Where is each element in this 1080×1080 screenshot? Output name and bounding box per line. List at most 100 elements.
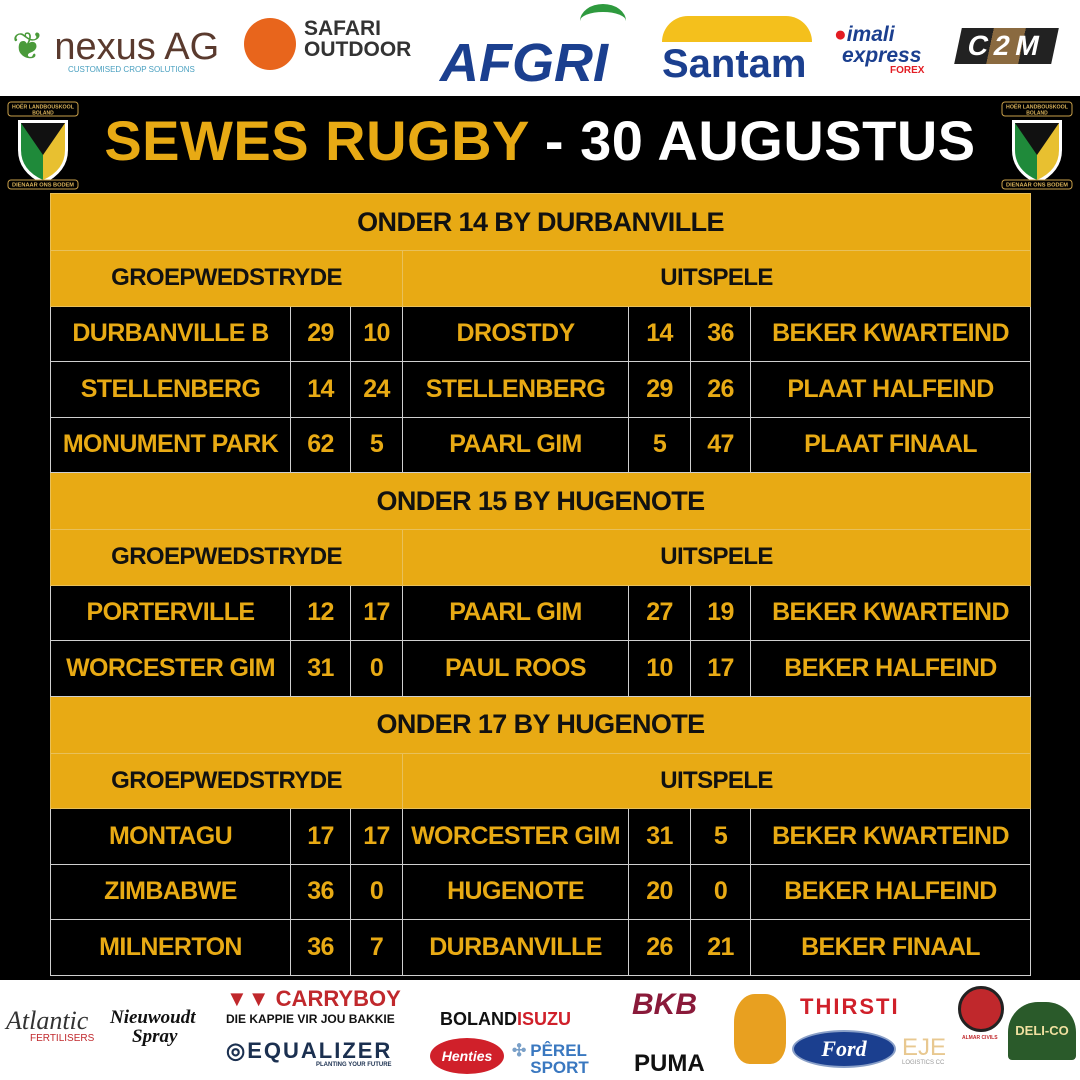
knockout-opponent: DROSTDY (402, 305, 629, 362)
results-table: ONDER 14 BY DURBANVILLE GROEPWEDSTRYDE UIT… (49, 193, 1032, 976)
knockout-score-away: 19 (690, 584, 751, 641)
knockout-matches-header: UITSPELE (401, 250, 1032, 307)
knockout-opponent: PAARL GIM (402, 584, 629, 641)
group-opponent: MONUMENT PARK (50, 416, 291, 473)
group-score-away: 17 (350, 584, 403, 641)
group-opponent: PORTERVILLE (50, 584, 291, 641)
group-score-home: 31 (290, 640, 351, 697)
knockout-score-home: 14 (628, 305, 691, 362)
imali-express-logo: ●imali express FOREX (834, 23, 925, 76)
group-score-home: 62 (290, 416, 351, 473)
bkb-logo: BKB (632, 988, 697, 1021)
group-score-away: 0 (350, 863, 403, 920)
group-score-away: 5 (350, 416, 403, 473)
group-score-away: 0 (350, 640, 403, 697)
group-score-away: 10 (350, 305, 403, 362)
knockout-score-home: 31 (628, 808, 691, 865)
nexus-logo: ❦ nexus AG CUSTOMISED CROP SOLUTIONS (12, 26, 220, 74)
section-heading-row: ONDER 17 BY HUGENOTE (49, 695, 1032, 754)
knockout-stage: BEKER FINAAL (749, 919, 1032, 976)
sponsor-banner-bottom: Atlantic FERTILISERS Nieuwoudt Spray ▼▼ CA… (0, 980, 1080, 1080)
knockout-score-home: 10 (628, 640, 691, 697)
result-row: MILNERTON 36 7 DURBANVILLE 26 21 BEKER FINAAL (50, 919, 1032, 976)
section-heading-row: ONDER 14 BY DURBANVILLE (49, 193, 1032, 251)
crest-region: BOLAND (32, 111, 54, 117)
group-opponent: MILNERTON (50, 919, 291, 976)
result-row: ZIMBABWE 36 0 HUGENOTE 20 0 BEKER HALFEIND (50, 863, 1032, 920)
group-score-away: 17 (350, 808, 403, 865)
group-score-home: 12 (290, 584, 351, 641)
school-crest-left: HOËR LANDBOUSKOOL BOLAND DIENAAR ONS BOD… (7, 101, 79, 190)
knockout-opponent: WORCESTER GIM (402, 808, 629, 865)
nieuwoudt-spray-logo: Nieuwoudt Spray (110, 1007, 196, 1047)
crest-school-name: HOËR LANDBOUSKOOL (1006, 104, 1068, 111)
knockout-score-home: 27 (628, 584, 691, 641)
group-score-away: 24 (350, 361, 403, 418)
group-opponent: MONTAGU (50, 808, 291, 865)
deli-co-logo: DELI-CO (1008, 1002, 1076, 1060)
knockout-score-home: 5 (628, 416, 691, 473)
group-score-home: 29 (290, 305, 351, 362)
knockout-stage: BEKER HALFEIND (749, 640, 1032, 697)
crest-school-name: HOËR LANDBOUSKOOL (12, 104, 74, 111)
knockout-stage: PLAAT HALFEIND (749, 361, 1032, 418)
group-matches-header: GROEPWEDSTRYDE (50, 529, 403, 586)
result-row: STELLENBERG 14 24 STELLENBERG 29 26 PLAAT HALF… (50, 361, 1032, 418)
knockout-score-away: 17 (690, 640, 751, 697)
knockout-opponent: PAARL GIM (402, 416, 629, 473)
group-opponent: STELLENBERG (50, 361, 291, 418)
group-opponent: ZIMBABWE (50, 863, 291, 920)
column-header-row: GROEPWEDSTRYDE UITSPELE (50, 752, 1032, 809)
puma-logo: PUMA (634, 1050, 705, 1077)
group-opponent: DURBANVILLE B (50, 305, 291, 362)
almar-civils-label: ALMAR CIVILS (962, 1035, 998, 1041)
school-crest-right: HOËR LANDBOUSKOOL BOLAND DIENAAR ONS BOD… (1001, 101, 1073, 190)
knockout-matches-header: UITSPELE (401, 752, 1032, 809)
equalizer-logo: ◎EQUALIZER PLANTING YOUR FUTURE (226, 1038, 393, 1069)
column-header-row: GROEPWEDSTRYDE UITSPELE (50, 250, 1032, 307)
knockout-matches-header: UITSPELE (401, 529, 1032, 586)
page-title: SEWES RUGBY - 30 AUGUSTUS (0, 108, 1080, 173)
knockout-opponent: DURBANVILLE (402, 919, 629, 976)
santam-logo: Santam (662, 16, 812, 84)
thirsti-logo: THIRSTI (800, 994, 900, 1019)
knockout-stage: BEKER KWARTEIND (749, 808, 1032, 865)
group-score-away: 7 (350, 919, 403, 976)
section-heading: ONDER 15 BY HUGENOTE (49, 472, 1032, 530)
column-header-row: GROEPWEDSTRYDE UITSPELE (50, 529, 1032, 586)
knockout-score-away: 47 (690, 416, 751, 473)
almar-civils-logo (958, 986, 1004, 1032)
knockout-stage: BEKER KWARTEIND (749, 305, 1032, 362)
knockout-score-home: 26 (628, 919, 691, 976)
crest-motto: DIENAAR ONS BODEM (12, 183, 74, 189)
henties-logo: Henties (430, 1038, 504, 1074)
group-score-home: 36 (290, 919, 351, 976)
result-row: PORTERVILLE 12 17 PAARL GIM 27 19 BEKER KWARTE… (50, 584, 1032, 641)
knockout-score-away: 26 (690, 361, 751, 418)
knockout-stage: BEKER HALFEIND (749, 863, 1032, 920)
afgri-logo: AFGRI (440, 4, 626, 90)
knockout-score-away: 36 (690, 305, 751, 362)
group-opponent: WORCESTER GIM (50, 640, 291, 697)
title-highlight: SEWES RUGBY (104, 109, 529, 172)
group-score-home: 17 (290, 808, 351, 865)
c2m-logo: C2M (954, 28, 1059, 64)
knockout-score-home: 20 (628, 863, 691, 920)
boland-isuzu-logo: BOLANDISUZU (440, 1009, 571, 1029)
ford-logo: Ford (792, 1030, 896, 1068)
knockout-stage: BEKER KWARTEIND (749, 584, 1032, 641)
knockout-score-away: 21 (690, 919, 751, 976)
sponsor-banner-top: ❦ nexus AG CUSTOMISED CROP SOLUTIONS SAFA… (0, 0, 1080, 96)
lion-mascot-logo (734, 994, 786, 1064)
section-heading: ONDER 14 BY DURBANVILLE (49, 193, 1032, 251)
nexus-tagline: CUSTOMISED CROP SOLUTIONS (68, 65, 195, 74)
title-date: - 30 AUGUSTUS (528, 109, 976, 172)
crest-motto: DIENAAR ONS BODEM (1006, 183, 1068, 189)
crest-region: BOLAND (1026, 111, 1048, 117)
atlantic-fertilisers-logo: Atlantic FERTILISERS (6, 1006, 95, 1044)
knockout-opponent: PAUL ROOS (402, 640, 629, 697)
carryboy-logo: ▼▼ CARRYBOY DIE KAPPIE VIR JOU BAKKIE (226, 986, 401, 1026)
group-score-home: 14 (290, 361, 351, 418)
knockout-score-away: 5 (690, 808, 751, 865)
result-row: MONTAGU 17 17 WORCESTER GIM 31 5 BEKER KWARTEI… (50, 808, 1032, 865)
